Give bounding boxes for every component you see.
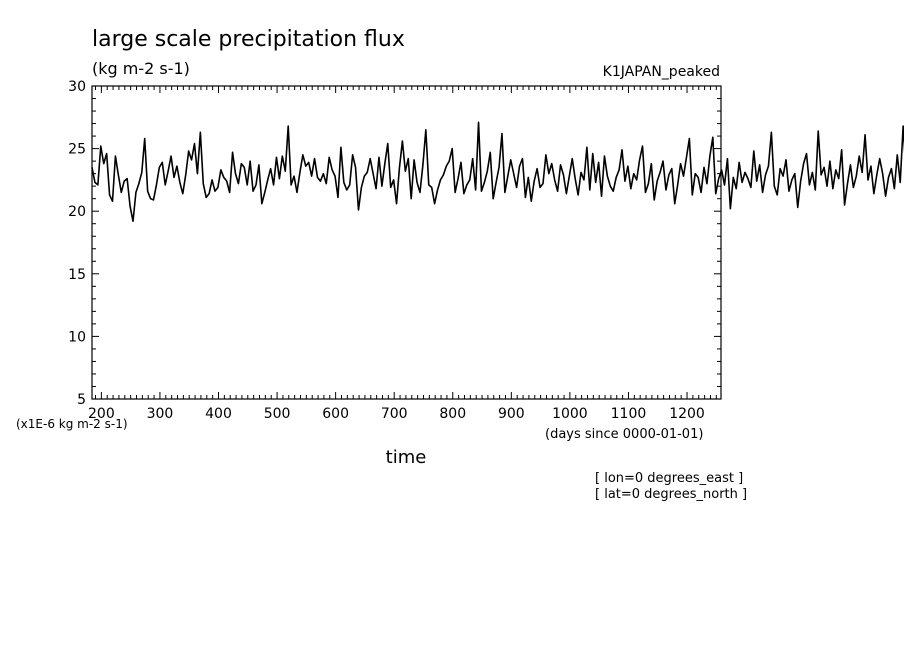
x-tick-label: 200 (88, 406, 115, 422)
series-line (91, 121, 904, 223)
x-tick-label: 500 (264, 406, 291, 422)
series-group (91, 121, 904, 223)
y-tick-label: 25 (68, 142, 86, 158)
lon-note: [ lon=0 degrees_east ] (595, 471, 743, 486)
x-tick-label: 1000 (552, 406, 588, 422)
y-tick-label: 15 (68, 267, 86, 283)
x-tick-label: 400 (205, 406, 232, 422)
x-tick-labels: 200 300 400 500 600 700 800 900 1000 1100 1200 (88, 406, 705, 422)
x-tick-label: 900 (498, 406, 525, 422)
y-tick-label: 10 (68, 329, 86, 345)
chart-title: large scale precipitation flux (92, 27, 405, 52)
lat-note: [ lat=0 degrees_north ] (595, 487, 747, 502)
x-tick-label: 300 (147, 406, 174, 422)
y-tick-label: 5 (77, 392, 86, 408)
y-tick-label: 20 (68, 204, 86, 220)
plot-frame (91, 85, 722, 400)
y-tick-label: 30 (68, 79, 86, 95)
dataset-label: K1JAPAN_peaked (603, 64, 720, 80)
x-tick-label: 1200 (669, 406, 705, 422)
x-tick-label: 800 (439, 406, 466, 422)
y-tick-labels: 5 10 15 20 25 30 (68, 79, 86, 408)
x-tick-label: 600 (322, 406, 349, 422)
chart-units: (kg m-2 s-1) (92, 59, 190, 78)
axis-ticks (92, 85, 721, 400)
x-axis-label: time (386, 447, 427, 468)
x-axis-units: (days since 0000-01-01) (545, 427, 703, 442)
x-tick-label: 1100 (611, 406, 647, 422)
y-scale-note: (x1E-6 kg m-2 s-1) (16, 417, 128, 431)
x-tick-label: 700 (381, 406, 408, 422)
